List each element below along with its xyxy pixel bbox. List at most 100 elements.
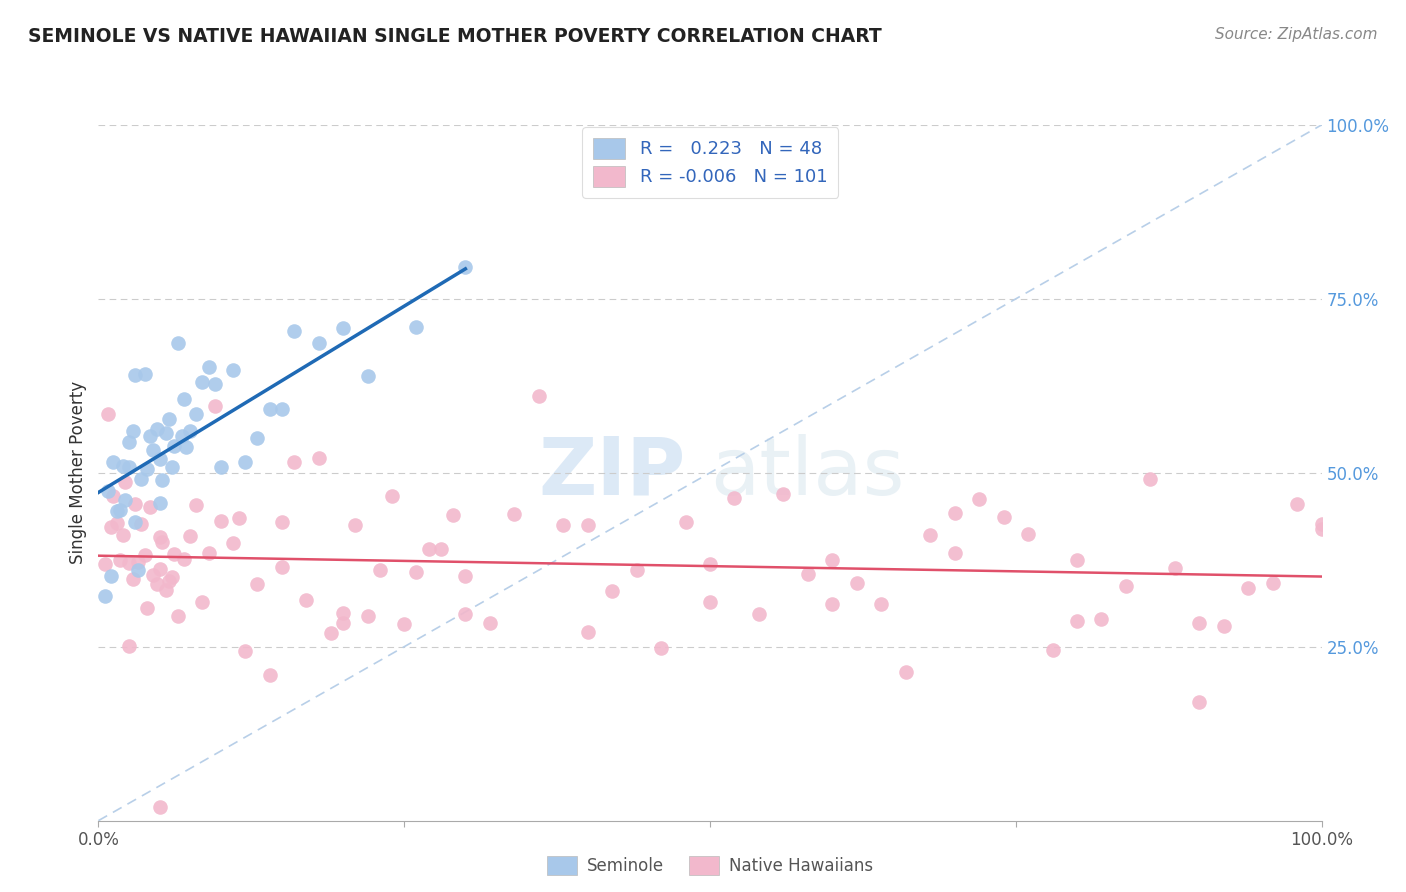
Point [675,515,697,529]
Point [332,606,354,620]
Point [332,321,354,335]
Point [1164,561,1187,575]
Point [1310,516,1333,531]
Point [821,597,844,611]
Point [150,473,173,487]
Point [191,375,214,389]
Point [270,559,294,574]
Text: SEMINOLE VS NATIVE HAWAIIAN SINGLE MOTHER POVERTY CORRELATION CHART: SEMINOLE VS NATIVE HAWAIIAN SINGLE MOTHE… [28,27,882,45]
Point [93,557,115,571]
Point [149,530,172,544]
Point [170,429,193,443]
Point [259,402,281,417]
Point [1237,581,1260,595]
Point [93,589,115,603]
Point [136,601,159,615]
Point [157,574,180,588]
Point [576,518,599,533]
Point [105,516,128,530]
Point [246,576,269,591]
Point [368,563,391,577]
Point [129,472,152,486]
Point [173,392,195,406]
Point [233,644,256,658]
Point [626,563,648,577]
Point [118,640,141,654]
Point [1310,522,1333,536]
Point [209,514,232,528]
Point [356,608,378,623]
Point [527,389,550,403]
Point [179,528,201,542]
Point [478,615,501,630]
Point [405,565,427,579]
Point [134,548,156,562]
Point [150,534,173,549]
Point [118,556,141,570]
Text: atlas: atlas [710,434,904,512]
Point [381,489,404,503]
Point [772,487,794,501]
Point [197,546,219,560]
Point [110,553,132,567]
Point [356,369,378,384]
Point [1286,497,1309,511]
Point [222,363,245,377]
Point [167,608,190,623]
Point [127,563,149,577]
Point [139,500,162,515]
Point [943,546,966,560]
Point [179,425,201,439]
Point [129,516,152,531]
Point [270,515,294,529]
Point [576,625,599,640]
Point [149,451,172,466]
Point [114,475,136,490]
Point [405,320,427,334]
Point [441,508,464,523]
Point [114,493,136,508]
Point [134,367,156,381]
Point [155,582,177,597]
Point [553,517,575,532]
Point [167,335,190,350]
Point [503,507,526,521]
Point [283,455,305,469]
Point [1115,579,1137,593]
Point [723,491,745,506]
Point [101,455,124,469]
Point [246,431,269,445]
Point [943,506,966,520]
Point [699,595,721,609]
Point [160,459,183,474]
Point [222,536,245,550]
Point [142,442,165,457]
Point [308,335,330,350]
Point [259,668,281,682]
Point [1188,616,1211,631]
Point [146,422,169,436]
Point [1066,614,1088,628]
Point [204,377,226,392]
Point [1017,526,1039,541]
Point [319,625,342,640]
Point [173,551,195,566]
Point [894,665,917,680]
Point [418,541,440,556]
Point [748,607,770,621]
Point [97,483,120,498]
Point [1212,619,1234,633]
Point [228,511,250,525]
Point [186,407,208,421]
Point [993,510,1015,524]
Point [105,503,128,517]
Point [204,399,226,413]
Point [430,542,453,557]
Point [209,459,232,474]
Point [101,489,124,503]
Point [454,260,477,274]
Point [308,451,330,466]
Point [186,498,208,512]
Point [136,462,159,476]
Point [650,640,672,655]
